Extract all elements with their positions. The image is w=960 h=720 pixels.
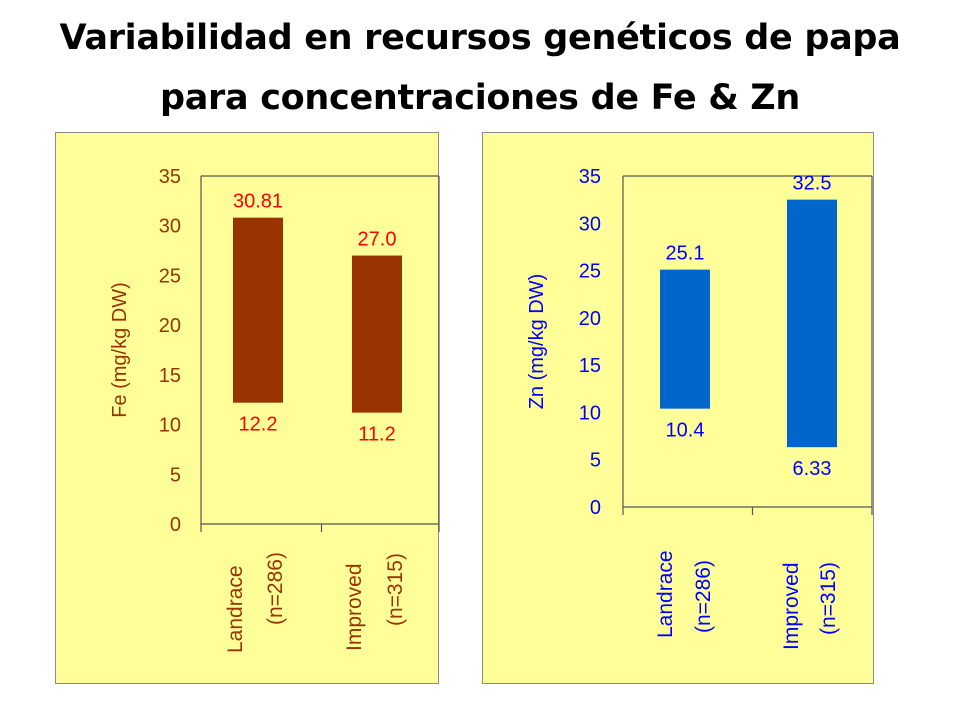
- bar-min-label: 11.2: [358, 424, 395, 446]
- y-tick-label: 30: [159, 216, 181, 238]
- range-bar: [233, 217, 283, 403]
- bar-max-label: 32.5: [793, 173, 832, 195]
- y-axis-title: Zn (mg/kg DW): [526, 274, 548, 410]
- zn-chart: 0 5 10 15 20 25 30 35 Zn (mg/kg DW) 25.1 10.4 32.5 6…: [526, 166, 873, 650]
- y-tick-label: 10: [579, 402, 601, 424]
- fe-chart-panel: 0 5 10 15 20 25 30 35 Fe (mg/kg DW) 30.81 12.2 27.0…: [55, 132, 440, 684]
- y-tick-label: 0: [590, 497, 601, 519]
- bar-min-label: 6.33: [793, 458, 832, 480]
- range-bar: [352, 255, 402, 413]
- y-tick-label: 20: [159, 315, 181, 337]
- range-bar: [787, 199, 837, 448]
- y-tick-label: 25: [579, 261, 601, 283]
- bar-min-label: 10.4: [666, 420, 705, 442]
- slide-title: Variabilidad en recursos genéticos de pa…: [0, 8, 960, 128]
- y-tick-label: 5: [590, 450, 601, 472]
- category-label: Improved: [780, 562, 803, 650]
- bar-max-label: 30.81: [233, 191, 283, 213]
- category-n-label: (n=315): [817, 562, 840, 635]
- category-n-label: (n=286): [264, 552, 287, 625]
- y-tick-label: 20: [579, 308, 601, 330]
- bar-min-label: 12.2: [239, 414, 278, 436]
- category-label: Landrace: [224, 565, 247, 653]
- y-axis-title: Fe (mg/kg DW): [109, 282, 131, 418]
- y-tick-label: 10: [159, 415, 181, 437]
- category-label: Improved: [343, 563, 366, 651]
- zn-chart-panel: 0 5 10 15 20 25 30 35 Zn (mg/kg DW) 25.1 10.4 32.5 6…: [482, 132, 874, 684]
- fe-chart: 0 5 10 15 20 25 30 35 Fe (mg/kg DW) 30.81 12.2 27.0…: [109, 166, 440, 653]
- y-tick-label: 35: [579, 166, 601, 188]
- y-tick-label: 15: [159, 365, 181, 387]
- y-tick-label: 35: [159, 166, 181, 188]
- category-n-label: (n=286): [692, 560, 715, 633]
- y-tick-label: 15: [579, 355, 601, 377]
- y-tick-label: 30: [579, 213, 601, 235]
- title-line-1: Variabilidad en recursos genéticos de pa…: [59, 18, 901, 58]
- y-tick-label: 5: [170, 464, 181, 486]
- category-label: Landrace: [654, 550, 677, 638]
- bar-max-label: 27.0: [358, 229, 397, 251]
- title-line-2: para concentraciones de Fe & Zn: [159, 78, 800, 118]
- y-tick-label: 25: [159, 265, 181, 287]
- bar-max-label: 25.1: [666, 243, 705, 265]
- range-bar: [660, 269, 710, 409]
- y-tick-label: 0: [170, 514, 181, 536]
- category-n-label: (n=315): [384, 553, 407, 626]
